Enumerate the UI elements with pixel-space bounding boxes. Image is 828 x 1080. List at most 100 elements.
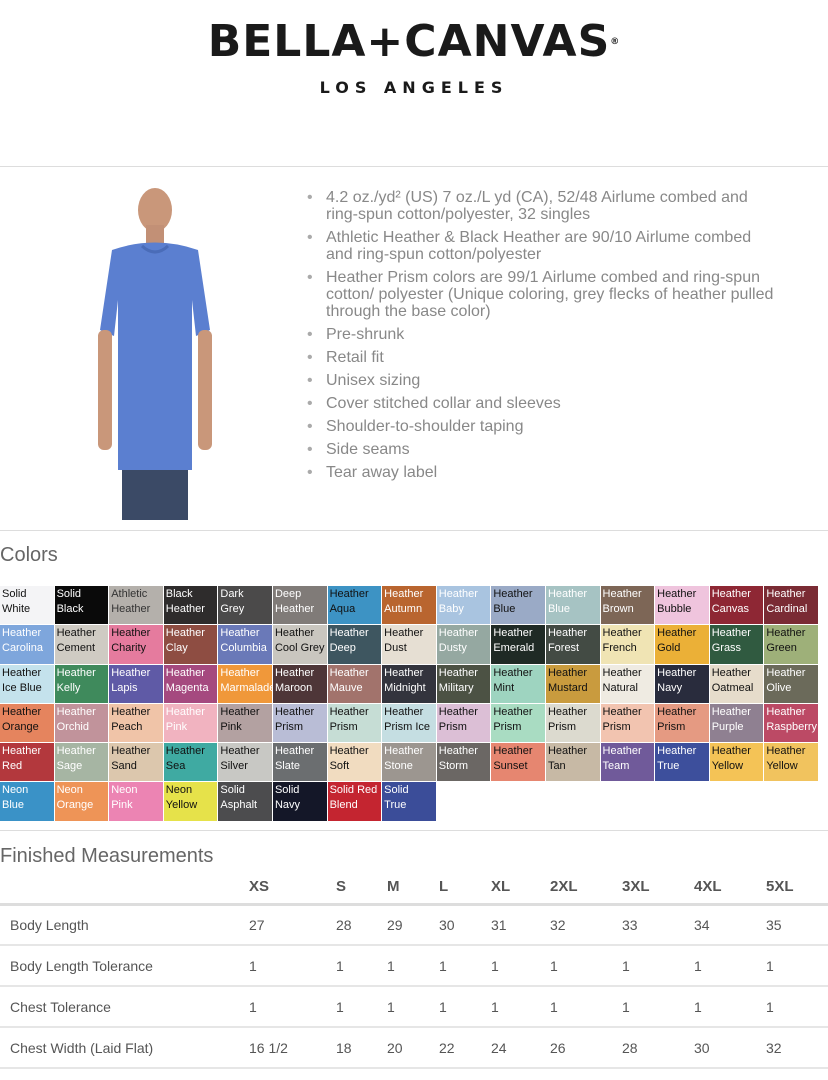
color-swatch[interactable]: Heather Red — [0, 743, 54, 782]
color-swatch[interactable]: Heather Navy — [655, 664, 709, 703]
color-swatch[interactable]: Heather Pink — [218, 703, 272, 743]
color-swatch[interactable]: Heather Baby — [436, 586, 491, 625]
table-row: Chest Tolerance 1 1 1 1 1 1 1 1 1 — [0, 986, 828, 1028]
measurement-cell: 24 — [491, 1027, 550, 1069]
color-swatch[interactable]: Heather Mauve — [327, 664, 382, 703]
color-swatch[interactable]: Solid Red Blend — [327, 782, 382, 821]
measurement-cell: 1 — [622, 945, 694, 987]
color-swatch[interactable]: Solid White — [0, 586, 54, 625]
color-swatch[interactable]: Heather Prism — [545, 703, 600, 743]
color-swatch[interactable]: Heather Dust — [382, 625, 436, 664]
color-swatch[interactable]: Heather Brown — [600, 586, 655, 625]
color-swatch[interactable]: Heather Charity — [109, 625, 163, 664]
color-swatch[interactable]: Dark Grey — [218, 586, 272, 625]
color-swatch[interactable]: Neon Yellow — [163, 782, 218, 821]
color-swatch[interactable]: Heather Team — [600, 743, 655, 782]
color-swatch[interactable]: Heather Gold — [655, 625, 709, 664]
color-swatch[interactable]: Heather Forest — [545, 625, 600, 664]
color-swatch[interactable]: Heather Prism — [600, 703, 655, 743]
color-swatch[interactable]: Heather Sage — [54, 743, 109, 782]
measurement-cell: 1 — [387, 986, 439, 1028]
color-swatch[interactable]: Heather Sea — [163, 743, 218, 782]
color-swatch[interactable]: Heather Tan — [545, 743, 600, 782]
color-swatch[interactable]: Heather True — [655, 743, 709, 782]
measurement-cell: 1 — [249, 986, 336, 1028]
measurement-cell: 1 — [491, 945, 550, 987]
color-swatch[interactable]: Heather Emerald — [491, 625, 545, 664]
color-swatch[interactable]: Heather Prism — [327, 703, 382, 743]
size-header-row: XS S M L XL 2XL 3XL 4XL 5XL — [0, 870, 828, 906]
color-swatch[interactable]: Heather Prism — [272, 703, 327, 743]
color-swatch[interactable]: Heather Lapis — [109, 664, 163, 703]
product-photo — [98, 188, 212, 520]
color-swatch[interactable]: Heather Midnight — [382, 664, 436, 703]
color-swatch[interactable]: Heather Soft — [327, 743, 382, 782]
color-swatch[interactable]: Heather Cement — [54, 625, 109, 664]
color-swatch[interactable]: Solid True — [382, 782, 436, 821]
color-swatch[interactable]: Heather Silver — [218, 743, 272, 782]
color-swatch[interactable]: Heather Pink — [163, 703, 218, 743]
color-swatch[interactable]: Deep Heather — [272, 586, 327, 625]
measurement-cell: 29 — [387, 904, 439, 946]
color-swatch[interactable]: Solid Black — [54, 586, 109, 625]
feature-item: Heather Prism colors are 99/1 Airlume co… — [306, 269, 776, 320]
color-swatch[interactable]: Athletic Heather — [109, 586, 163, 625]
color-swatch[interactable]: Heather Natural — [600, 664, 655, 703]
color-swatch[interactable]: Heather Orchid — [54, 703, 109, 743]
color-swatch[interactable]: Solid Asphalt — [218, 782, 272, 821]
color-swatch[interactable]: Heather Prism — [655, 703, 709, 743]
color-swatch[interactable]: Heather Raspberry — [764, 703, 818, 743]
color-swatch[interactable]: Heather Marmalade — [218, 664, 272, 703]
color-swatch[interactable]: Heather Orange — [0, 703, 54, 743]
color-swatch[interactable]: Heather Sand — [109, 743, 163, 782]
color-swatch[interactable]: Black Heather — [163, 586, 218, 625]
measurements-table: XS S M L XL 2XL 3XL 4XL 5XL Body Length 27 28 29 30 3… — [0, 870, 828, 1069]
color-swatch[interactable]: Heather Blue — [491, 586, 545, 625]
color-swatch[interactable]: Heather Olive — [764, 664, 818, 703]
color-swatch[interactable]: Heather Carolina — [0, 625, 54, 664]
color-swatch[interactable]: Heather French — [600, 625, 655, 664]
color-swatch[interactable]: Heather Cool Grey — [272, 625, 327, 664]
color-swatch[interactable]: Heather Columbia — [218, 625, 272, 664]
color-swatch[interactable]: Heather Prism Ice — [382, 703, 436, 743]
color-swatch[interactable]: Heather Aqua — [327, 586, 382, 625]
color-swatch[interactable]: Neon Pink — [109, 782, 163, 821]
feature-item: Pre-shrunk — [306, 326, 776, 343]
color-swatch[interactable]: Heather Blue — [545, 586, 600, 625]
color-swatch[interactable]: Heather Oatmeal — [709, 664, 764, 703]
color-swatch[interactable]: Heather Prism — [436, 703, 491, 743]
color-swatch[interactable]: Heather Purple — [709, 703, 764, 743]
color-swatch[interactable]: Solid Navy — [272, 782, 327, 821]
color-swatch[interactable]: Heather Mint — [491, 664, 545, 703]
color-swatch[interactable]: Heather Green — [764, 625, 818, 664]
measurement-cell: 1 — [439, 986, 491, 1028]
color-swatch[interactable]: Neon Blue — [0, 782, 54, 821]
color-swatch[interactable]: Heather Yellow — [709, 743, 764, 782]
color-swatch[interactable]: Heather Ice Blue — [0, 664, 54, 703]
color-swatch[interactable]: Heather Bubble — [655, 586, 709, 625]
measurement-cell: 1 — [439, 945, 491, 987]
color-swatch[interactable]: Heather Maroon — [272, 664, 327, 703]
color-swatch[interactable]: Heather Autumn — [382, 586, 436, 625]
measurement-cell: 28 — [622, 1027, 694, 1069]
color-swatch[interactable]: Heather Slate — [272, 743, 327, 782]
color-swatch[interactable]: Heather Military — [436, 664, 491, 703]
color-swatch[interactable]: Neon Orange — [54, 782, 109, 821]
color-swatch[interactable]: Heather Mustard — [545, 664, 600, 703]
color-swatch[interactable]: Heather Sunset — [491, 743, 545, 782]
feature-item: Athletic Heather & Black Heather are 90/… — [306, 229, 776, 263]
color-swatch[interactable]: Heather Prism — [491, 703, 545, 743]
color-swatch[interactable]: Heather Grass — [709, 625, 764, 664]
color-swatch[interactable]: Heather Magenta — [163, 664, 218, 703]
color-swatch[interactable]: Heather Yellow — [764, 743, 818, 782]
color-swatch[interactable]: Heather Storm — [436, 743, 491, 782]
color-swatch[interactable]: Heather Clay — [163, 625, 218, 664]
color-swatch[interactable]: Heather Canvas — [709, 586, 764, 625]
color-swatch[interactable]: Heather Dusty — [436, 625, 491, 664]
color-swatch[interactable]: Heather Peach — [109, 703, 163, 743]
color-swatch[interactable]: Heather Kelly — [54, 664, 109, 703]
color-swatch[interactable]: Heather Cardinal — [764, 586, 818, 625]
measurement-cell: 27 — [249, 904, 336, 946]
color-swatch[interactable]: Heather Deep — [327, 625, 382, 664]
color-swatch[interactable]: Heather Stone — [382, 743, 436, 782]
